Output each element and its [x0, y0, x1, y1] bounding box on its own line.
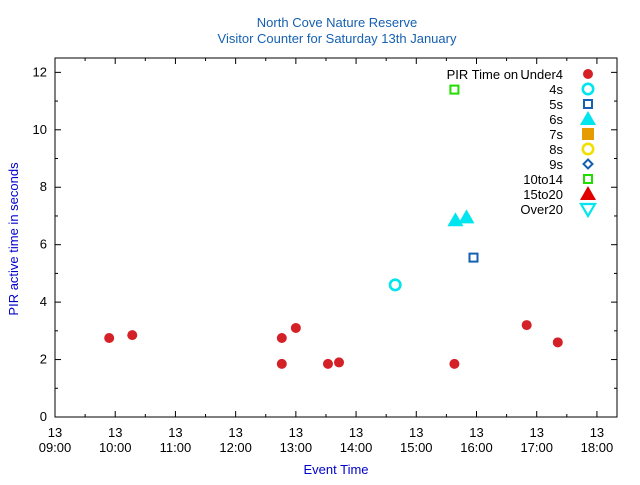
data-point-under4	[127, 330, 138, 341]
legend-marker-15to20	[580, 186, 596, 200]
y-tick-label: 6	[40, 237, 47, 252]
x-tick-label-day: 13	[529, 425, 543, 440]
data-point-10to14	[449, 84, 460, 95]
x-tick-label-time: 12:00	[219, 440, 252, 455]
data-point-under4	[322, 358, 333, 369]
legend-marker-under4	[583, 69, 593, 79]
legend-label-15to20: 15to20	[523, 187, 563, 202]
x-tick-label-day: 13	[168, 425, 182, 440]
x-tick-label-time: 10:00	[99, 440, 132, 455]
x-tick-label-day: 13	[349, 425, 363, 440]
y-tick-label: 12	[33, 64, 47, 79]
data-point-6s	[458, 209, 475, 224]
legend-label-over20: Over20	[520, 202, 563, 217]
legend-marker-over20	[579, 202, 597, 219]
data-point-5s	[468, 252, 479, 263]
data-point-under4	[276, 358, 287, 369]
y-tick-label: 8	[40, 179, 47, 194]
x-tick-label-time: 17:00	[520, 440, 553, 455]
x-tick-label-day: 13	[409, 425, 423, 440]
data-point-under4	[104, 333, 115, 344]
axes: 0246810121309:001310:001311:001312:00131…	[33, 58, 617, 455]
x-tick-label-time: 13:00	[280, 440, 313, 455]
data-point-4s	[388, 278, 402, 292]
legend-label-under4: Under4	[520, 67, 563, 82]
legend-label-7s: 7s	[549, 127, 563, 142]
legend-label-4s: 4s	[549, 82, 563, 97]
data-point-under4	[449, 358, 460, 369]
legend-marker-6s	[580, 111, 596, 125]
plot-area-frame	[54, 57, 618, 418]
x-tick-label-day: 13	[48, 425, 62, 440]
legend-marker-5s	[583, 99, 593, 109]
x-tick-label-time: 14:00	[340, 440, 373, 455]
legend-marker-7s	[582, 128, 594, 140]
x-tick-label-day: 13	[108, 425, 122, 440]
x-tick-label-day: 13	[289, 425, 303, 440]
legend-label-10to14: 10to14	[523, 172, 563, 187]
x-tick-label-day: 13	[590, 425, 604, 440]
data-points	[104, 84, 563, 369]
data-point-under4	[521, 320, 532, 331]
legend-label-8s: 8s	[549, 142, 563, 157]
x-tick-label-day: 13	[469, 425, 483, 440]
y-tick-label: 4	[40, 294, 47, 309]
x-tick-label-time: 11:00	[160, 440, 192, 455]
y-tick-label: 0	[40, 409, 47, 424]
x-axis-label: Event Time	[303, 462, 368, 477]
legend-marker-10to14	[583, 174, 593, 184]
data-point-under4	[334, 357, 345, 368]
legend-marker-9s	[582, 158, 594, 170]
x-tick-label-time: 09:00	[39, 440, 72, 455]
legend-label-5s: 5s	[549, 97, 563, 112]
y-tick-label: 2	[40, 352, 47, 367]
x-tick-label-day: 13	[228, 425, 242, 440]
x-tick-label-time: 15:00	[400, 440, 433, 455]
data-point-under4	[290, 322, 301, 333]
data-point-under4	[552, 337, 563, 348]
chart-title: North Cove Nature Reserve	[257, 15, 417, 30]
chart-subtitle: Visitor Counter for Saturday 13th Januar…	[218, 31, 457, 46]
x-tick-label-time: 16:00	[460, 440, 493, 455]
legend-marker-8s	[581, 142, 595, 156]
y-axis-label: PIR active time in seconds	[6, 162, 21, 316]
legend-title: PIR Time on ..	[447, 67, 529, 82]
x-tick-label-time: 18:00	[581, 440, 614, 455]
legend-marker-4s	[581, 82, 595, 96]
data-point-under4	[276, 333, 287, 344]
y-tick-label: 10	[33, 122, 47, 137]
legend-label-6s: 6s	[549, 112, 563, 127]
legend-label-9s: 9s	[549, 157, 563, 172]
